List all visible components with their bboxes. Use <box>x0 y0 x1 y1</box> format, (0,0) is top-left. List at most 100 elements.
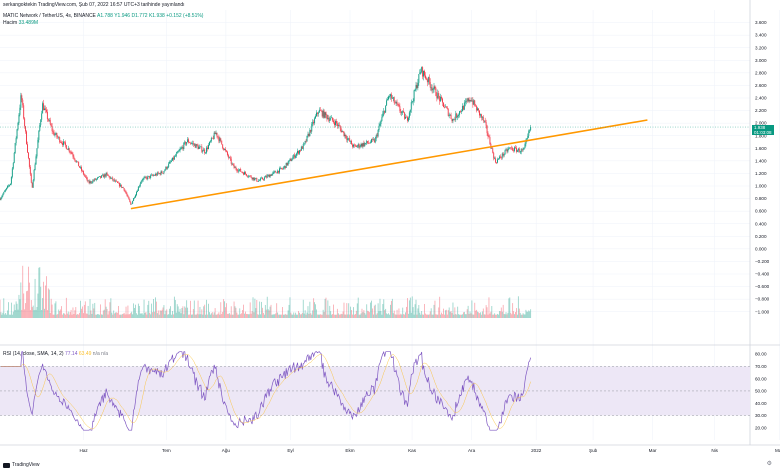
volume-bar <box>250 313 252 318</box>
volume-bar <box>148 300 150 318</box>
volume-bar <box>39 267 41 318</box>
volume-bar <box>458 314 460 318</box>
candle-body <box>501 153 503 158</box>
candle-body <box>497 158 499 160</box>
volume-bar <box>118 314 120 318</box>
volume-bar <box>381 314 383 318</box>
candle-body <box>427 77 429 83</box>
volume-bar <box>135 304 136 318</box>
volume-bar <box>226 303 227 318</box>
volume-bar <box>493 314 495 318</box>
candle-body <box>82 171 84 175</box>
volume-bar <box>465 314 467 318</box>
candle-body <box>262 177 263 180</box>
candle-body <box>23 105 25 119</box>
candle-body <box>361 143 363 147</box>
volume-bar <box>294 314 296 318</box>
volume-bar <box>91 313 93 318</box>
candle-body <box>244 172 245 175</box>
tradingview-logo-icon <box>3 462 10 468</box>
candle-body <box>310 129 312 132</box>
volume-bar <box>90 310 92 318</box>
candle-body <box>193 144 195 145</box>
volume-bar <box>440 314 442 318</box>
volume-bar <box>480 314 482 318</box>
settings-gear-icon[interactable]: ⚙ <box>766 461 772 467</box>
candle-body <box>458 114 460 116</box>
volume-bar <box>326 314 328 318</box>
volume-bar <box>451 313 453 318</box>
candle-body <box>198 147 200 149</box>
candle-body <box>270 174 272 176</box>
volume-bar <box>201 309 203 318</box>
candle-body <box>40 119 42 126</box>
symbol-legend[interactable]: MATIC Network / TetherUS, 4s, BINANCE A1… <box>3 13 203 19</box>
volume-bar <box>295 312 297 318</box>
volume-bar <box>216 314 218 318</box>
candle-body <box>341 131 343 133</box>
volume-bar <box>146 314 148 318</box>
candle-body <box>489 137 491 144</box>
candle-body <box>371 139 373 140</box>
candle-body <box>297 150 298 154</box>
volume-bar <box>530 309 532 318</box>
candle-body <box>49 120 51 125</box>
volume-bar <box>79 312 80 318</box>
candle-body <box>123 188 125 191</box>
rsi-ma-line <box>0 353 531 430</box>
volume-bar <box>351 310 352 318</box>
volume-bar <box>222 311 224 318</box>
candle-body <box>425 78 427 80</box>
candle-body <box>154 174 156 176</box>
volume-bar <box>349 314 351 318</box>
volume-bar <box>102 310 104 318</box>
volume-bar <box>262 307 263 318</box>
candle-body <box>162 173 164 174</box>
volume-bar <box>432 314 434 318</box>
volume-bar <box>339 314 341 318</box>
volume-bar <box>362 312 364 318</box>
candle-body <box>228 157 230 159</box>
volume-bar <box>45 285 46 318</box>
volume-bar <box>8 302 9 318</box>
volume-bar <box>227 313 229 318</box>
candle-body <box>9 183 11 185</box>
tradingview-logo[interactable]: TradingView <box>3 462 40 468</box>
candle-body <box>456 113 458 118</box>
candle-body <box>196 144 198 146</box>
volume-bar <box>387 314 388 318</box>
candle-body <box>528 131 530 136</box>
volume-bar <box>153 299 154 318</box>
volume-bar <box>412 307 414 318</box>
candle-body <box>39 125 41 131</box>
volume-bar <box>198 314 200 318</box>
volume-legend[interactable]: Hacim 33.489M <box>3 20 38 26</box>
volume-bar <box>269 306 271 318</box>
candle-body <box>408 112 410 118</box>
candle-body <box>365 143 367 144</box>
candle-body <box>0 197 2 200</box>
price-axis-tick: 0.600 <box>755 209 767 214</box>
candle-body <box>496 162 497 164</box>
candle-body <box>394 102 396 104</box>
candle-body <box>271 173 273 176</box>
volume-bar <box>485 305 487 318</box>
candle-body <box>56 133 58 137</box>
volume-bar <box>97 314 99 318</box>
rsi-legend[interactable]: RSI (14, close, SMA, 14, 2) 77.14 63.49 … <box>3 351 108 357</box>
volume-bar <box>323 311 325 318</box>
volume-bar <box>172 310 173 318</box>
volume-bar <box>152 312 153 318</box>
candle-body <box>347 138 349 141</box>
candle-body <box>118 182 120 187</box>
volume-bar <box>307 306 309 318</box>
volume-bar <box>86 313 88 318</box>
candle-body <box>206 147 208 153</box>
volume-bar <box>115 312 117 318</box>
candle-body <box>419 72 421 75</box>
volume-bar <box>516 314 518 318</box>
volume-bar <box>348 303 350 318</box>
candle-body <box>407 117 408 121</box>
candle-body <box>233 164 235 168</box>
